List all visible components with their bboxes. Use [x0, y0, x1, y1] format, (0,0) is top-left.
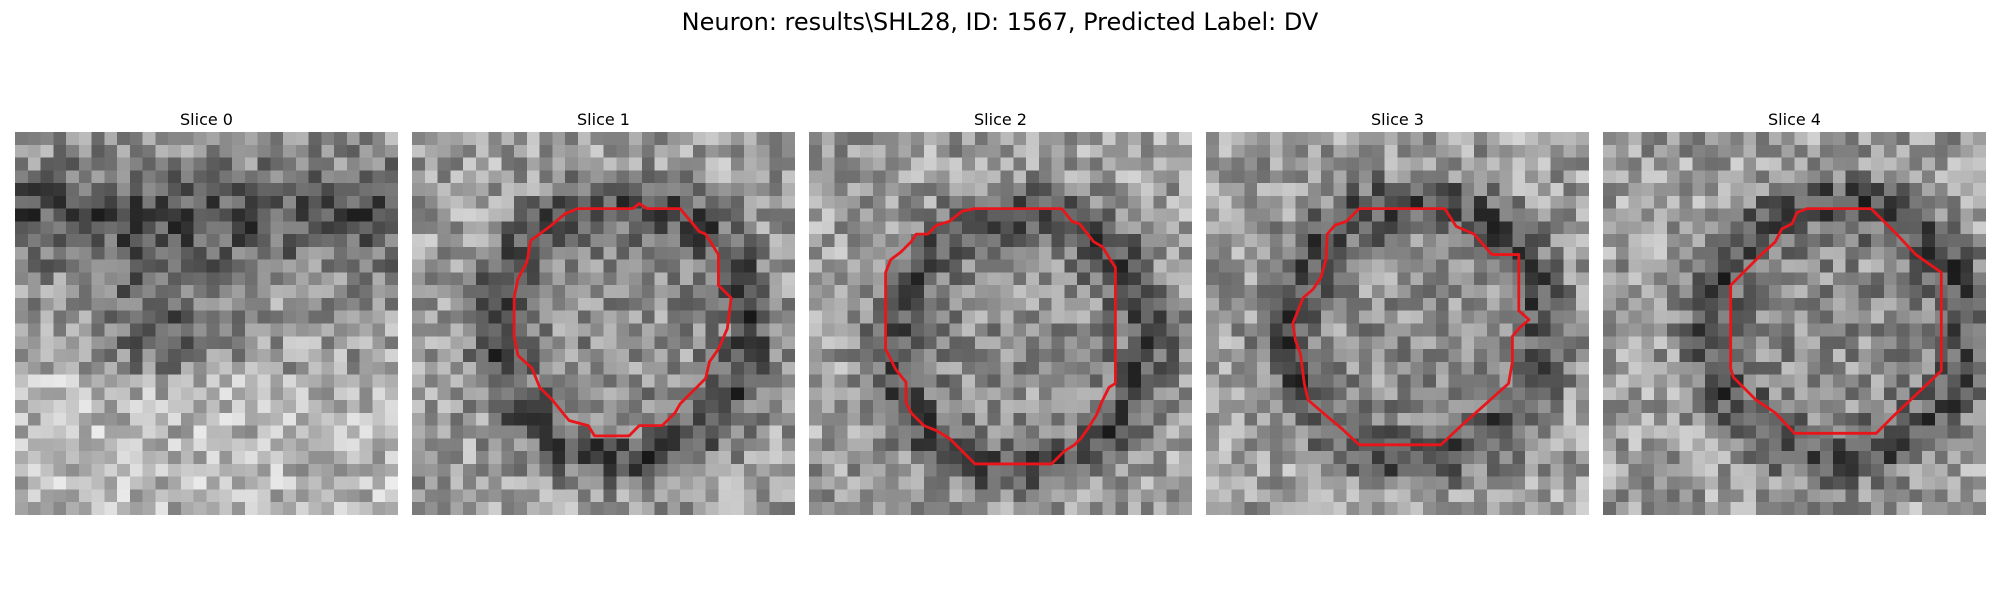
slice-title: Slice 2: [974, 110, 1027, 129]
segmentation-contour: [1729, 207, 1943, 435]
slice-title: Slice 0: [180, 110, 233, 129]
slice-image: [809, 132, 1192, 515]
slice-panel-0: Slice 0: [15, 108, 398, 515]
slice-title: Slice 4: [1768, 110, 1821, 129]
slice-image: [15, 132, 398, 515]
slice-panel-3: Slice 3: [1206, 108, 1589, 515]
slice-panel-2: Slice 2: [809, 108, 1192, 515]
slice-image: [412, 132, 795, 515]
slice-panel-1: Slice 1: [412, 108, 795, 515]
segmentation-contour: [884, 207, 1117, 466]
slice-image: [1206, 132, 1589, 515]
figure-title: Neuron: results\SHL28, ID: 1567, Predict…: [681, 8, 1319, 36]
slice-title: Slice 1: [577, 110, 630, 129]
slice-panel-4: Slice 4: [1603, 108, 1986, 515]
slice-title: Slice 3: [1371, 110, 1424, 129]
segmentation-contour: [1291, 207, 1531, 447]
segmentation-contour: [512, 202, 733, 438]
slice-image: [1603, 132, 1986, 515]
